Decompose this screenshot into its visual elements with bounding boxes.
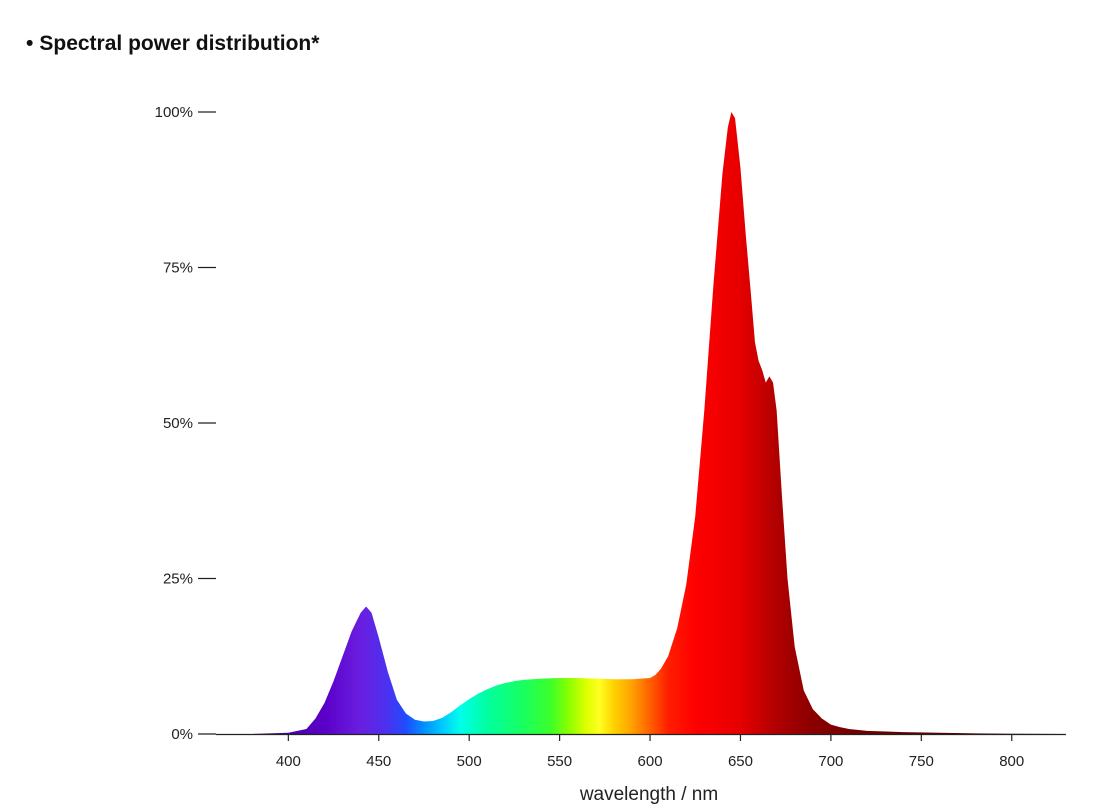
x-axis: 400 450 500 550 600 650 700 750 800 xyxy=(276,734,1024,770)
x-tick-label: 600 xyxy=(638,753,663,770)
y-tick-label: 50% xyxy=(163,415,193,432)
y-tick-label: 75% xyxy=(163,260,193,277)
x-tick-label: 650 xyxy=(728,753,753,770)
y-tick-label: 100% xyxy=(155,104,193,121)
bullet-icon: • xyxy=(26,32,34,55)
page-title-text: Spectral power distribution* xyxy=(39,32,320,55)
x-tick-label: 500 xyxy=(457,753,482,770)
x-tick-label: 800 xyxy=(999,753,1024,770)
x-axis-title: wavelength / nm xyxy=(579,784,718,805)
x-tick-label: 400 xyxy=(276,753,301,770)
x-tick-label: 550 xyxy=(547,753,572,770)
y-tick-label: 25% xyxy=(163,571,193,588)
x-tick-label: 700 xyxy=(818,753,843,770)
page-title: • Spectral power distribution* xyxy=(26,32,319,56)
x-tick-label: 750 xyxy=(909,753,934,770)
x-tick-label: 450 xyxy=(366,753,391,770)
y-tick-label: 0% xyxy=(171,726,193,743)
y-axis: 0% 25% 50% 75% 100% xyxy=(155,104,216,743)
plot-area xyxy=(216,112,1066,734)
spectrum-area xyxy=(216,112,1066,734)
